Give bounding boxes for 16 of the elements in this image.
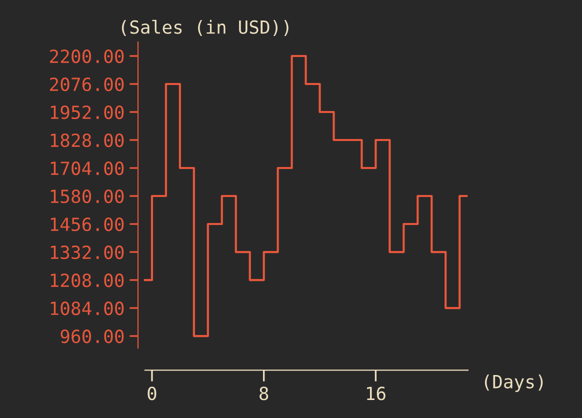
x-tick-label: 0 — [148, 386, 156, 400]
y-tick-label: 1828.00 — [50, 134, 124, 148]
y-tick-label: 960.00 — [60, 330, 124, 344]
y-tick-label: 1704.00 — [50, 162, 124, 176]
y-tick-label: 2076.00 — [50, 78, 124, 92]
y-tick-label: 1332.00 — [50, 246, 124, 260]
y-tick-label: 1084.00 — [50, 302, 124, 316]
y-axis-title: (Sales (in USD)) — [122, 20, 288, 36]
x-tick-label: 8 — [260, 386, 268, 400]
x-tick-label: 16 — [367, 386, 386, 400]
y-tick-label: 2200.00 — [50, 50, 124, 64]
y-tick-label: 1208.00 — [50, 274, 124, 288]
y-tick-label: 1952.00 — [50, 106, 124, 120]
y-tick-label: 1580.00 — [50, 190, 124, 204]
y-tick-label: 1456.00 — [50, 218, 124, 232]
x-axis-title: (Days) — [484, 374, 543, 392]
